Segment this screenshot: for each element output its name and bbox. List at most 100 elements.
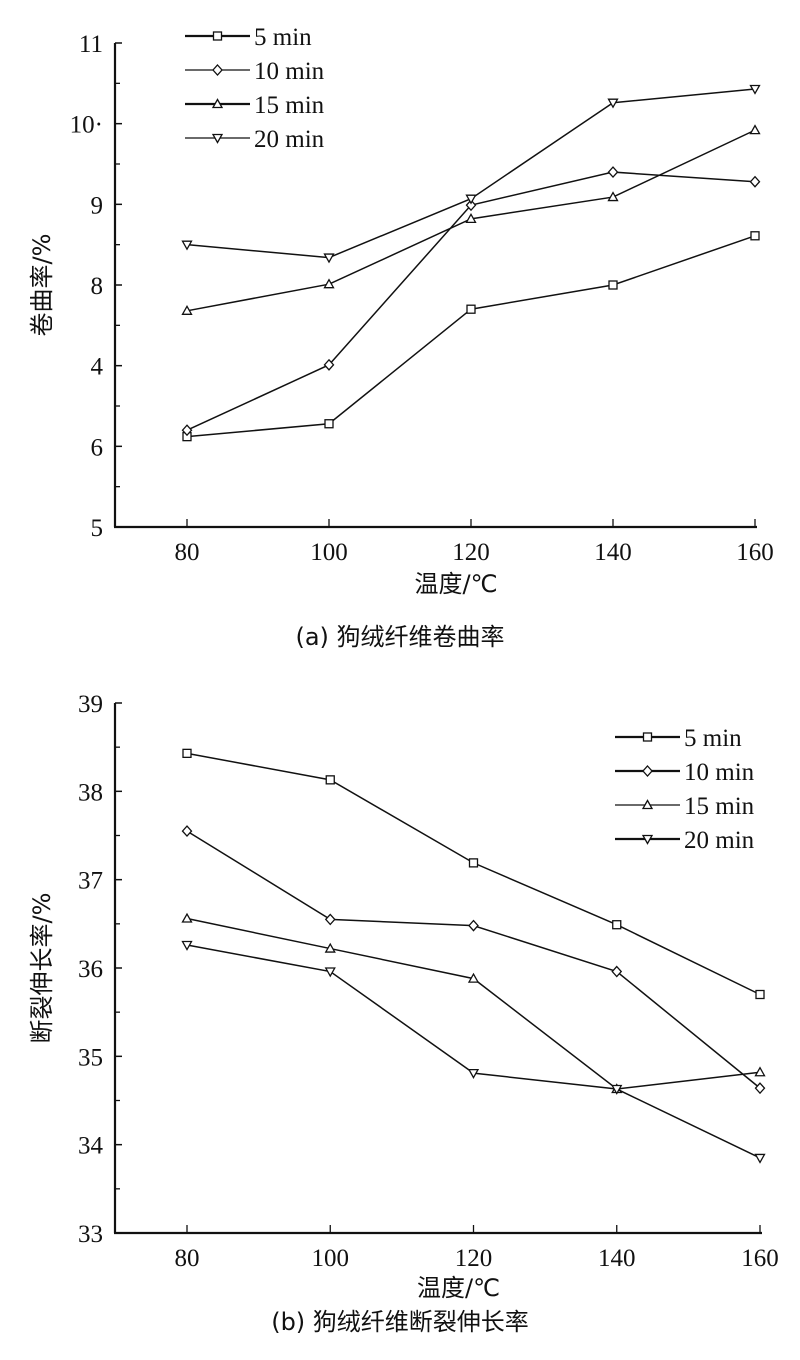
legend-item: 5 min [615,725,742,752]
data-point [607,98,619,109]
legend-marker-icon [211,98,224,109]
legend-item: 20 min [615,827,755,854]
legend-label: 10 min [684,759,755,786]
y-tick-label: 38 [78,779,103,806]
y-tick-label: 9 [91,192,104,219]
x-tick-label: 120 [452,539,490,566]
legend-item: 20 min [185,126,325,153]
x-tick-label: 160 [736,539,774,566]
series-15-min [181,912,766,1094]
legend-marker-icon [641,799,654,810]
data-point [611,965,623,978]
series-20-min [181,84,761,264]
data-point [754,1153,766,1164]
data-point [182,748,192,758]
legend-label: 5 min [254,24,312,51]
legend-item: 10 min [185,58,325,85]
data-point [181,240,193,251]
legend-marker-icon [212,31,223,41]
legend-marker-icon [212,64,223,76]
data-point [607,166,619,179]
data-point [608,280,618,290]
series-20-min [181,940,766,1164]
series-15-min [181,124,761,315]
y-tick-label: 4 [91,354,104,381]
legend-marker-icon [211,133,224,144]
legend-label: 20 min [684,827,755,854]
data-point [181,304,193,315]
series-5-min [182,231,760,442]
chart-a: 5 6 4 8 9 10· 11 80 100 120 140 160 温度/℃ 卷曲率/% (a) 狗绒纤… [28,24,774,651]
data-point [754,1066,766,1077]
legend-marker-icon [641,834,654,845]
data-point [323,278,335,289]
legend-label: 20 min [254,126,325,153]
y-tick-label: 37 [78,868,103,895]
x-tick-label: 80 [175,1245,200,1272]
legend-label: 5 min [684,725,742,752]
y-tick-label: 33 [78,1221,103,1248]
legend-marker-icon [642,732,653,742]
y-tick-label: 10· [70,112,103,139]
data-point [749,175,761,188]
y-tick-label: 34 [78,1133,104,1160]
y-tick-label: 8 [91,273,104,300]
data-point [749,124,761,135]
data-point [181,940,193,951]
data-point [467,972,480,983]
data-point [467,1068,480,1079]
legend-label: 15 min [684,793,755,820]
legend-marker-icon [642,765,653,777]
data-point [323,358,335,371]
y-tick-label: 39 [78,691,103,718]
legend-label: 15 min [254,92,325,119]
series-line [186,917,761,1090]
data-point [465,213,477,224]
series-line [186,752,761,996]
data-point [324,967,336,978]
data-point [181,912,193,923]
series-line [186,830,761,1089]
series-10-min [181,825,766,1095]
legend-item: 15 min [615,793,755,820]
series-5-min [182,748,765,1000]
y-tick-label: 6 [91,434,104,461]
x-tick-label: 160 [741,1245,779,1272]
x-tick-label: 100 [312,1245,350,1272]
data-point [607,191,619,202]
data-point [323,253,335,264]
x-axis-label: 温度/℃ [414,570,497,598]
data-point [325,775,335,785]
x-tick-label: 140 [594,539,632,566]
data-point [324,942,336,953]
x-axis-label: 温度/℃ [417,1274,500,1302]
x-tick-label: 80 [175,539,200,566]
y-axis-label: 卷曲率/% [28,234,56,337]
legend-item: 15 min [185,92,325,119]
data-point [750,231,760,241]
x-tick-label: 140 [598,1245,636,1272]
data-point [468,919,479,932]
data-point [181,424,193,437]
y-axis-label: 断裂伸长率/% [28,893,56,1044]
data-point [749,84,761,95]
data-point [754,1082,766,1095]
data-point [465,194,477,205]
series-line [186,235,756,438]
figure-caption: (a) 狗绒纤维卷曲率 [295,623,504,651]
data-point [468,858,479,868]
data-point [324,419,334,429]
data-point [466,304,476,314]
y-tick-label: 5 [91,515,104,542]
legend-label: 10 min [254,58,325,85]
data-point [755,989,765,1000]
legend-item: 10 min [615,759,755,786]
data-point [324,913,336,926]
figure-caption: (b) 狗绒纤维断裂伸长率 [271,1308,529,1336]
chart-b: 33 34 35 36 37 38 39 80 100 120 140 160 温度/℃ 断裂伸长率/% (… [28,691,779,1336]
data-point [611,1084,623,1095]
x-tick-label: 100 [310,539,348,566]
data-point [465,199,477,212]
legend-item: 5 min [185,24,312,51]
